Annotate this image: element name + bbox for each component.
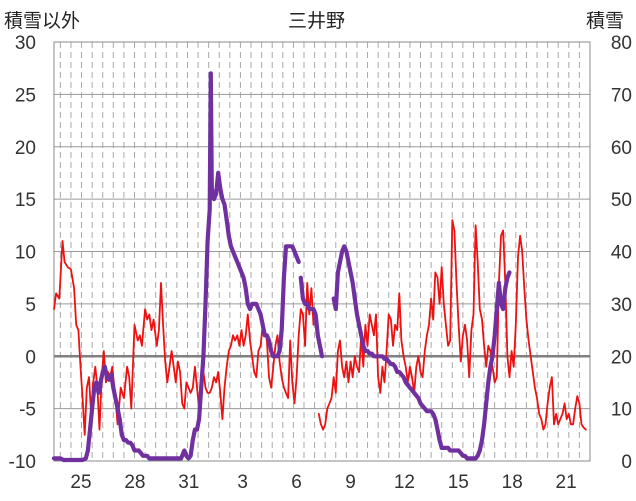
right-tick-label: 80 xyxy=(611,33,632,54)
left-axis-label: 積雪以外 xyxy=(4,10,81,32)
x-tick-label: 3 xyxy=(237,472,248,493)
plot-area-frame xyxy=(53,41,591,462)
x-tick-label: 15 xyxy=(448,472,469,493)
series-layer xyxy=(51,71,587,463)
left-tick-label: -10 xyxy=(9,452,36,473)
right-tick-label: 10 xyxy=(611,400,632,421)
left-tick-label: 25 xyxy=(15,85,36,106)
left-tick-label: 15 xyxy=(15,190,36,211)
x-tick-label: 12 xyxy=(394,472,415,493)
snow-depth-line-4 xyxy=(331,244,512,461)
right-tick-label: 0 xyxy=(621,452,632,473)
left-tick-label: 30 xyxy=(15,33,36,54)
x-tick-label: 25 xyxy=(70,472,91,493)
snow-depth-line-3 xyxy=(298,275,325,359)
left-tick-label: 0 xyxy=(25,347,36,368)
right-tick-label: 70 xyxy=(611,85,632,106)
x-tick-label: 9 xyxy=(345,472,356,493)
left-tick-label: 10 xyxy=(15,243,36,264)
x-axis-ticks: 25 28 31 3 6 9 12 15 18 21 xyxy=(70,472,576,493)
temperature-line-0 xyxy=(53,240,315,436)
left-tick-label: 5 xyxy=(25,295,36,316)
left-tick-label: 20 xyxy=(15,138,36,159)
snow-depth-line-2 xyxy=(51,71,301,463)
x-tick-label: 21 xyxy=(556,472,577,493)
temperature-line-1 xyxy=(317,219,587,431)
left-axis-ticks: 30 25 20 15 10 5 0 -5 -10 xyxy=(9,33,36,473)
right-tick-label: 20 xyxy=(611,347,632,368)
x-tick-label: 28 xyxy=(124,472,145,493)
left-tick-label: -5 xyxy=(19,400,36,421)
x-tick-label: 6 xyxy=(291,472,302,493)
right-tick-label: 30 xyxy=(611,295,632,316)
x-tick-label: 18 xyxy=(502,472,523,493)
right-tick-label: 60 xyxy=(611,138,632,159)
right-axis-label: 積雪 xyxy=(586,10,625,32)
right-axis-ticks: 80 70 60 50 40 30 20 10 0 xyxy=(611,33,632,473)
right-tick-label: 40 xyxy=(611,243,632,264)
right-tick-label: 50 xyxy=(611,190,632,211)
x-tick-label: 31 xyxy=(178,472,199,493)
chart-title: 三井野 xyxy=(288,10,346,32)
